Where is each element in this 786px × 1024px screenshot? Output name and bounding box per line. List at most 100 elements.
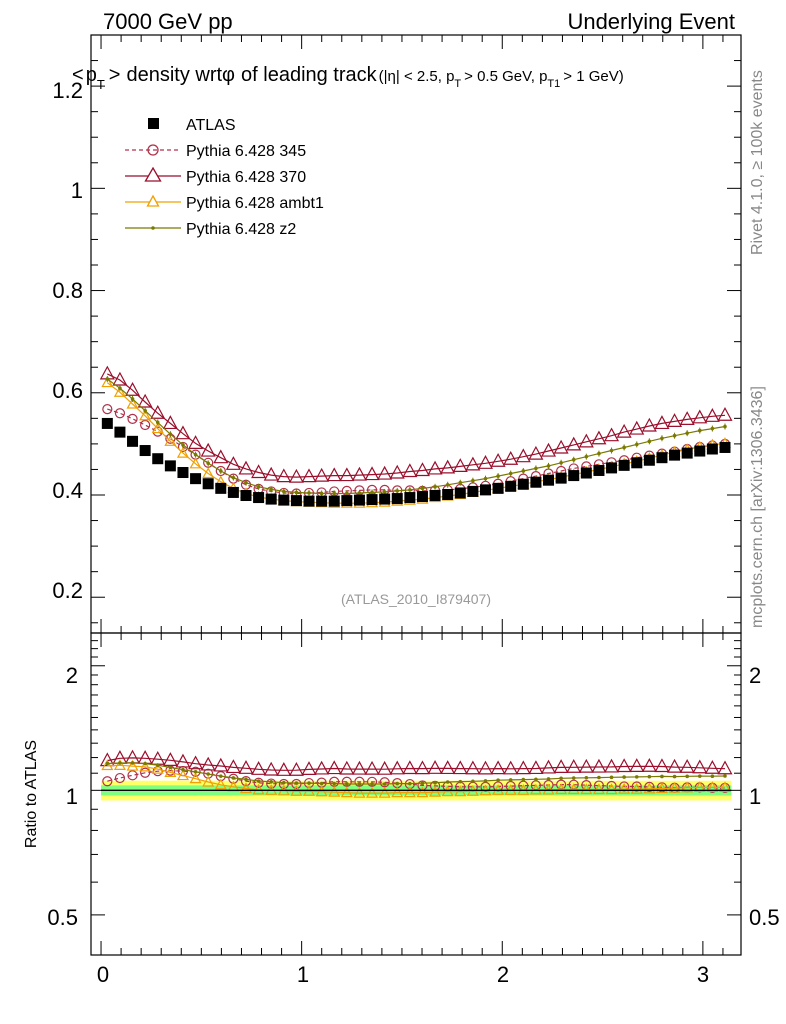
point-z2 xyxy=(559,461,563,465)
point-p345 xyxy=(140,419,151,431)
ratio-point-p370 xyxy=(427,760,443,774)
point-z2 xyxy=(685,431,689,435)
ratio-point-p370 xyxy=(288,761,304,776)
point-atlas xyxy=(606,462,618,474)
ratio-point-z2 xyxy=(445,780,450,784)
point-atlas xyxy=(643,454,655,466)
ratio-point-z2 xyxy=(471,779,475,784)
point-atlas xyxy=(341,495,353,507)
ratio-point-p370 xyxy=(465,760,481,775)
point-z2 xyxy=(458,480,463,485)
point-z2 xyxy=(294,490,299,495)
ratio-point-p370 xyxy=(604,758,620,773)
point-z2 xyxy=(723,424,727,429)
point-p370 xyxy=(301,468,317,483)
ratio-point-p370 xyxy=(389,760,405,775)
analysis-watermark: (ATLAS_2010_I879407) xyxy=(341,591,491,607)
ratio-point-p345 xyxy=(644,781,655,793)
ratio-point-ambt1 xyxy=(618,782,631,794)
point-p370 xyxy=(339,467,355,482)
point-atlas xyxy=(555,472,567,484)
point-atlas xyxy=(505,480,517,492)
legend-z2-marker xyxy=(151,226,155,230)
point-atlas xyxy=(303,495,315,507)
legend-z2-label: Pythia 6.428 z2 xyxy=(186,221,296,238)
ratio-point-p345 xyxy=(354,776,365,787)
ratio-point-p345 xyxy=(102,776,113,787)
point-z2 xyxy=(420,486,425,491)
point-atlas xyxy=(164,460,176,472)
y-tick-label: 0.6 xyxy=(52,378,83,403)
ratio-tick-label-right: 0.5 xyxy=(749,905,780,930)
point-z2 xyxy=(483,476,488,481)
ratio-point-ambt1 xyxy=(693,781,706,792)
point-z2 xyxy=(168,432,173,436)
ratio-plot-frame xyxy=(90,632,742,956)
point-p370 xyxy=(477,455,494,469)
title-cut2-sub: T1 xyxy=(547,78,560,90)
point-p370 xyxy=(427,460,443,475)
point-atlas xyxy=(152,453,164,465)
ratio-point-ambt1 xyxy=(139,760,152,772)
header-left: 7000 GeV pp xyxy=(103,9,233,34)
point-atlas xyxy=(127,435,139,447)
point-p370 xyxy=(112,371,128,386)
point-atlas xyxy=(265,493,277,505)
ratio-point-z2 xyxy=(307,781,311,785)
ratio-point-p370 xyxy=(402,760,418,775)
point-p370 xyxy=(566,436,582,451)
legend-p370-marker xyxy=(144,166,162,182)
ratio-point-p370 xyxy=(150,750,166,765)
point-p370 xyxy=(717,407,733,421)
point-z2 xyxy=(307,491,311,495)
ratio-tick-label-right: 2 xyxy=(749,663,761,688)
point-atlas xyxy=(429,490,441,502)
point-atlas xyxy=(706,443,718,455)
point-atlas xyxy=(404,492,416,504)
point-atlas xyxy=(479,484,491,496)
point-p370 xyxy=(225,456,241,470)
ratio-point-ambt1 xyxy=(542,783,555,795)
point-atlas xyxy=(416,491,428,503)
point-z2 xyxy=(143,408,147,413)
ratio-point-z2 xyxy=(319,781,324,786)
point-atlas xyxy=(139,445,151,457)
point-z2 xyxy=(181,443,185,447)
point-z2 xyxy=(193,452,198,457)
ratio-point-z2 xyxy=(206,772,210,776)
ratio-point-p370 xyxy=(667,758,683,773)
legend-ambt1-marker xyxy=(146,194,160,207)
ratio-point-ambt1 xyxy=(681,781,694,793)
ratio-point-z2 xyxy=(483,779,488,783)
point-z2 xyxy=(710,426,715,431)
point-z2 xyxy=(622,445,626,450)
ratio-point-ambt1 xyxy=(706,781,719,793)
mcplots-label: mcplots.cern.ch [arXiv:1306.3436] xyxy=(749,386,766,628)
ratio-line-z2 xyxy=(107,762,726,785)
ratio-line-p370 xyxy=(107,757,726,771)
ratio-point-p345 xyxy=(291,778,302,790)
point-atlas xyxy=(694,445,706,457)
point-p370 xyxy=(263,466,279,481)
ratio-point-z2 xyxy=(181,767,185,772)
ratio-point-z2 xyxy=(571,776,576,780)
title-leading: of leading track xyxy=(241,64,378,86)
point-ambt1 xyxy=(139,409,152,421)
point-z2 xyxy=(345,491,349,496)
point-atlas xyxy=(328,495,340,507)
point-ambt1 xyxy=(164,435,177,446)
point-p370 xyxy=(314,467,330,482)
ratio-point-p370 xyxy=(200,756,216,771)
ratio-point-p370 xyxy=(553,759,569,773)
point-p370 xyxy=(402,463,418,478)
ratio-point-p345 xyxy=(278,778,289,790)
point-p345 xyxy=(102,404,113,415)
point-ambt1 xyxy=(151,422,164,434)
title-gt: > xyxy=(109,64,121,86)
ratio-point-p370 xyxy=(704,760,720,774)
point-z2 xyxy=(382,490,387,494)
header-right: Underlying Event xyxy=(567,9,735,34)
point-z2 xyxy=(206,461,210,466)
ratio-point-ambt1 xyxy=(164,766,177,777)
point-atlas xyxy=(379,493,391,505)
